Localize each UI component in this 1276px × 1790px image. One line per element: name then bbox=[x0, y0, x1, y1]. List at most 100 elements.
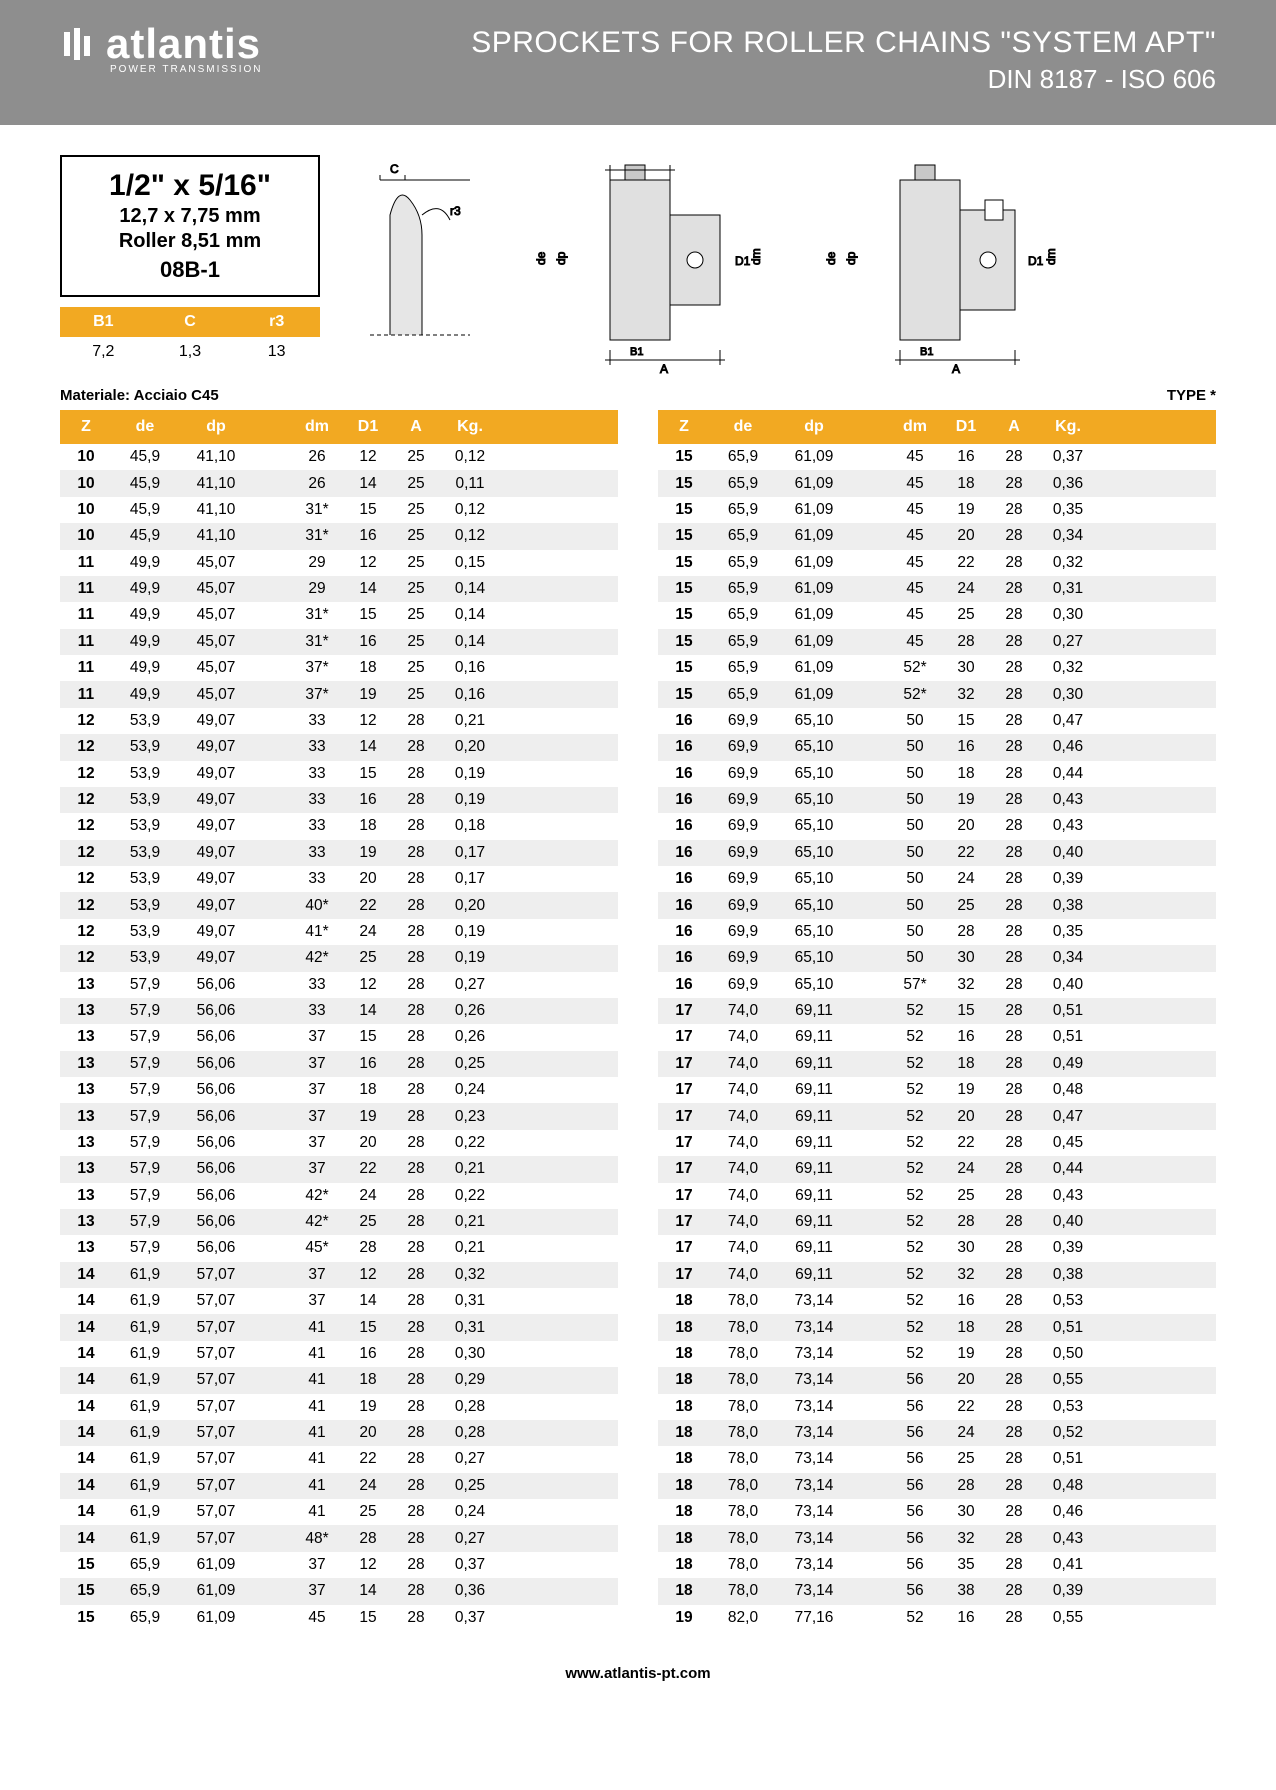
table-cell: 45 bbox=[290, 1605, 344, 1631]
table-row: 1878,073,145219280,50 bbox=[658, 1341, 1216, 1367]
table-cell: 0,19 bbox=[440, 787, 500, 813]
table-cell: 61,09 bbox=[776, 497, 852, 523]
table-cell: 0,28 bbox=[440, 1420, 500, 1446]
table-cell: 37 bbox=[290, 1024, 344, 1050]
table-cell bbox=[852, 708, 888, 734]
table-cell: 28 bbox=[392, 734, 440, 760]
table-cell: 22 bbox=[344, 1446, 392, 1472]
table-cell: 49,9 bbox=[112, 602, 178, 628]
table-cell: 0,47 bbox=[1038, 708, 1098, 734]
table-row: 1878,073,145218280,51 bbox=[658, 1314, 1216, 1340]
table-cell: 56,06 bbox=[178, 1024, 254, 1050]
table-cell: 49,9 bbox=[112, 655, 178, 681]
table-cell: 57,9 bbox=[112, 1103, 178, 1129]
table-cell: 17 bbox=[658, 1103, 710, 1129]
table-row: 1149,945,0731*15250,14 bbox=[60, 602, 618, 628]
table-cell: 0,14 bbox=[440, 602, 500, 628]
table-cell: 15 bbox=[60, 1605, 112, 1631]
svg-text:D1: D1 bbox=[1028, 254, 1044, 268]
table-cell bbox=[852, 1262, 888, 1288]
table-cell bbox=[254, 523, 290, 549]
table-cell bbox=[852, 1288, 888, 1314]
table-row: 1565,961,094515280,37 bbox=[60, 1605, 618, 1631]
table-cell: 28 bbox=[392, 1367, 440, 1393]
table-cell: 52 bbox=[888, 1209, 942, 1235]
data-tables: ZdedpdmD1AKg.1045,941,102612250,121045,9… bbox=[60, 410, 1216, 1631]
table-cell: 30 bbox=[942, 1499, 990, 1525]
table-cell: 13 bbox=[60, 1156, 112, 1182]
table-cell: 18 bbox=[344, 813, 392, 839]
table-cell: 52* bbox=[888, 655, 942, 681]
table-cell: 65,10 bbox=[776, 761, 852, 787]
table-cell bbox=[254, 576, 290, 602]
table-cell: 78,0 bbox=[710, 1578, 776, 1604]
table-cell bbox=[254, 1156, 290, 1182]
table-cell bbox=[254, 1024, 290, 1050]
table-cell: 69,11 bbox=[776, 1051, 852, 1077]
table-cell: 20 bbox=[344, 1420, 392, 1446]
table-cell: 28 bbox=[990, 972, 1038, 998]
table-cell: 28 bbox=[990, 1314, 1038, 1340]
tooth-params-table: B1 C r3 7,2 1,3 13 bbox=[60, 307, 320, 367]
table-cell: 25 bbox=[392, 602, 440, 628]
table-cell: 28 bbox=[392, 1209, 440, 1235]
table-row: 1565,961,094522280,32 bbox=[658, 550, 1216, 576]
table-cell: 16 bbox=[344, 629, 392, 655]
table-cell: 28 bbox=[990, 945, 1038, 971]
table-cell: 0,19 bbox=[440, 945, 500, 971]
svg-text:dm: dm bbox=[749, 248, 763, 265]
table-cell: 42* bbox=[290, 1209, 344, 1235]
table-cell: 74,0 bbox=[710, 1262, 776, 1288]
table-cell: 53,9 bbox=[112, 919, 178, 945]
table-cell: 28 bbox=[392, 1446, 440, 1472]
table-cell: 13 bbox=[60, 998, 112, 1024]
table-cell: 25 bbox=[942, 892, 990, 918]
table-cell: 20 bbox=[942, 523, 990, 549]
table-cell bbox=[254, 1341, 290, 1367]
table-cell: 25 bbox=[392, 629, 440, 655]
table-cell bbox=[852, 1367, 888, 1393]
table-cell: 0,21 bbox=[440, 708, 500, 734]
table-row: 1774,069,115219280,48 bbox=[658, 1077, 1216, 1103]
table-cell: 69,9 bbox=[710, 761, 776, 787]
page-title-block: SPROCKETS FOR ROLLER CHAINS "SYSTEM APT"… bbox=[471, 26, 1216, 95]
table-cell: 0,16 bbox=[440, 655, 500, 681]
table-cell: 52 bbox=[888, 1314, 942, 1340]
table-cell: 73,14 bbox=[776, 1446, 852, 1472]
table-cell: 19 bbox=[942, 1077, 990, 1103]
table-cell: 0,50 bbox=[1038, 1341, 1098, 1367]
table-cell: 28 bbox=[990, 1473, 1038, 1499]
table-cell: 22 bbox=[942, 1130, 990, 1156]
table-row: 1565,961,094525280,30 bbox=[658, 602, 1216, 628]
svg-text:dp: dp bbox=[844, 251, 858, 265]
table-row: 1669,965,105016280,46 bbox=[658, 734, 1216, 760]
table-cell: 53,9 bbox=[112, 787, 178, 813]
column-header: A bbox=[392, 410, 440, 444]
table-cell: 69,9 bbox=[710, 787, 776, 813]
table-cell: 0,26 bbox=[440, 1024, 500, 1050]
table-cell: 31* bbox=[290, 629, 344, 655]
table-cell: 69,9 bbox=[710, 919, 776, 945]
table-cell: 65,10 bbox=[776, 972, 852, 998]
table-cell: 28 bbox=[990, 1262, 1038, 1288]
table-cell: 57,07 bbox=[178, 1341, 254, 1367]
table-cell: 28 bbox=[392, 1552, 440, 1578]
table-cell: 45,07 bbox=[178, 681, 254, 707]
table-cell: 14 bbox=[60, 1288, 112, 1314]
table-cell: 61,09 bbox=[776, 681, 852, 707]
table-cell: 50 bbox=[888, 708, 942, 734]
table-row: 1461,957,074124280,25 bbox=[60, 1473, 618, 1499]
table-cell: 0,27 bbox=[1038, 629, 1098, 655]
table-cell bbox=[852, 629, 888, 655]
table-cell: 16 bbox=[344, 523, 392, 549]
table-cell: 0,40 bbox=[1038, 840, 1098, 866]
table-cell: 65,10 bbox=[776, 866, 852, 892]
table-cell: 10 bbox=[60, 497, 112, 523]
table-cell: 56,06 bbox=[178, 1235, 254, 1261]
table-cell: 45 bbox=[888, 470, 942, 496]
table-cell: 61,09 bbox=[776, 523, 852, 549]
table-cell bbox=[254, 972, 290, 998]
table-cell: 57,9 bbox=[112, 1183, 178, 1209]
table-cell: 28 bbox=[990, 1024, 1038, 1050]
table-cell bbox=[852, 787, 888, 813]
